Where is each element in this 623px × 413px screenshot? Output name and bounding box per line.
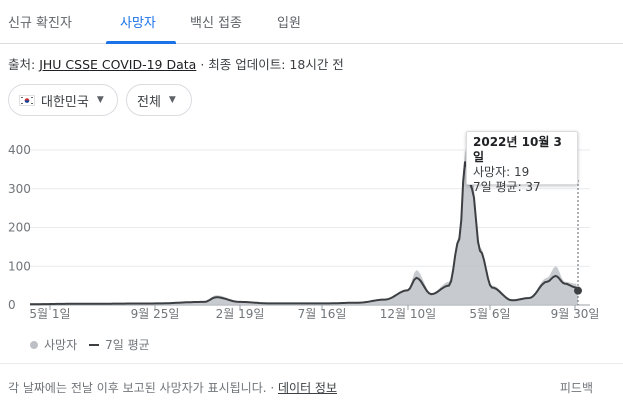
x-tick-label: 5월 6일 [469, 307, 510, 321]
y-tick-label: 100 [8, 259, 31, 273]
y-tick-label: 300 [8, 182, 31, 196]
x-tick-label: 2월 19일 [216, 307, 265, 321]
average-legend-label: 7일 평균 [105, 338, 150, 352]
x-tick-label: 7월 16일 [298, 307, 347, 321]
x-tick-label: 12월 10일 [380, 307, 436, 321]
deaths-chart[interactable]: 0 100 200 300 400 5월 1일 9월 25일 2월 19일 7월 16일 12월 … [0, 130, 623, 330]
range-dropdown[interactable]: 전체 ▼ [126, 84, 192, 116]
source-prefix: 출처: [8, 57, 36, 72]
tab-new-cases[interactable]: 신규 확진자 [8, 16, 72, 31]
chart-legend: 사망자 7일 평균 [30, 336, 150, 353]
deaths-legend-swatch [30, 340, 38, 349]
y-tick-label: 0 [8, 298, 16, 312]
region-label: 대한민국 [41, 94, 89, 110]
chart-tooltip: 2022년 10월 3일 사망자: 19 7일 평균: 37 [466, 131, 578, 194]
last-updated: · 최종 업데이트: 18시간 전 [200, 57, 344, 72]
y-tick-label: 200 [8, 221, 31, 235]
tab-deaths[interactable]: 사망자 [120, 16, 156, 31]
y-tick-label: 400 [8, 143, 31, 157]
deaths-legend-label: 사망자 [44, 338, 78, 352]
average-legend-swatch [89, 343, 100, 346]
korea-flag-icon [19, 94, 35, 106]
tab-vaccination[interactable]: 백신 접종 [190, 16, 242, 31]
x-tick-label: 9월 30일 [551, 307, 600, 321]
footer-note: 각 날짜에는 전날 이후 보고된 사망자가 표시됩니다. · 데이터 정보 [8, 379, 337, 396]
metric-tabs: 신규 확진자 사망자 백신 접종 입원 [0, 0, 623, 44]
deaths-area [30, 150, 578, 305]
tooltip-date: 2022년 10월 3일 [473, 135, 562, 164]
active-tab-indicator [106, 41, 176, 44]
footer-text: 각 날짜에는 전날 이후 보고된 사망자가 표시됩니다. · [8, 381, 275, 395]
selected-point [574, 286, 582, 295]
average-line [30, 161, 579, 306]
tooltip-deaths: 사망자: 19 [473, 165, 530, 179]
chevron-down-icon: ▼ [96, 95, 104, 105]
tab-hospitalization[interactable]: 입원 [277, 16, 301, 31]
x-tick-label: 9월 25일 [131, 307, 180, 321]
range-label: 전체 [137, 94, 161, 110]
chevron-down-icon: ▼ [168, 95, 176, 105]
data-info-link[interactable]: 데이터 정보 [278, 381, 338, 395]
tooltip-average: 7일 평균: 37 [473, 180, 541, 194]
source-link[interactable]: JHU CSSE COVID-19 Data [39, 57, 197, 72]
feedback-link[interactable]: 피드백 [559, 381, 593, 395]
data-source-line: 출처: JHU CSSE COVID-19 Data · 최종 업데이트: 18… [8, 54, 344, 73]
footer-divider [0, 363, 623, 364]
region-dropdown[interactable]: 대한민국 ▼ [8, 84, 118, 116]
x-tick-label: 5월 1일 [29, 307, 70, 321]
